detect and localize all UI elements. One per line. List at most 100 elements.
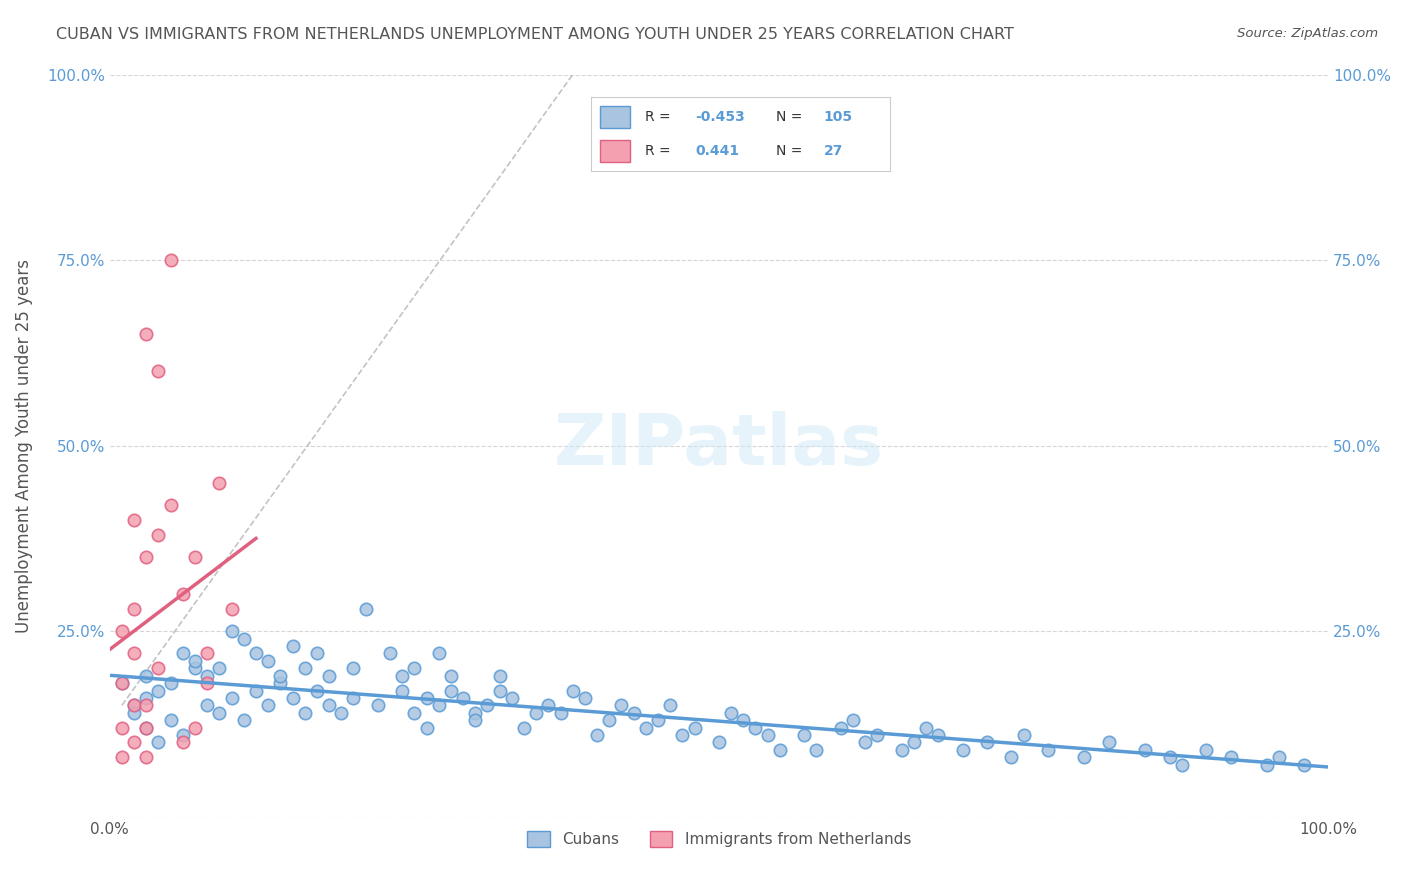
Point bbox=[391, 668, 413, 682]
Point bbox=[915, 721, 938, 735]
Point bbox=[756, 728, 779, 742]
Point bbox=[586, 728, 609, 742]
Point bbox=[903, 735, 925, 749]
Point bbox=[342, 661, 364, 675]
Point bbox=[305, 683, 328, 698]
Point bbox=[793, 728, 815, 742]
Point bbox=[232, 632, 254, 646]
Point bbox=[513, 721, 536, 735]
Point bbox=[159, 713, 181, 727]
Point bbox=[135, 698, 157, 713]
Point bbox=[720, 706, 742, 720]
Point bbox=[330, 706, 353, 720]
Point bbox=[122, 735, 145, 749]
Point bbox=[623, 706, 645, 720]
Point bbox=[415, 721, 437, 735]
Point bbox=[574, 690, 596, 705]
Point bbox=[318, 668, 340, 682]
Point bbox=[122, 602, 145, 616]
Point bbox=[257, 654, 280, 668]
Point bbox=[1268, 750, 1291, 764]
Point bbox=[159, 498, 181, 512]
Point bbox=[184, 654, 207, 668]
Point bbox=[1292, 757, 1315, 772]
Point bbox=[172, 735, 194, 749]
Point bbox=[135, 721, 157, 735]
Point bbox=[842, 713, 865, 727]
Point bbox=[148, 735, 170, 749]
Point bbox=[464, 706, 486, 720]
Point bbox=[440, 668, 463, 682]
Point bbox=[221, 690, 243, 705]
Point bbox=[550, 706, 572, 720]
Point bbox=[598, 713, 620, 727]
Point bbox=[148, 683, 170, 698]
Point bbox=[477, 698, 499, 713]
Point bbox=[367, 698, 389, 713]
Point bbox=[159, 676, 181, 690]
Point bbox=[122, 698, 145, 713]
Point bbox=[806, 743, 828, 757]
Point bbox=[208, 661, 231, 675]
Point bbox=[488, 683, 510, 698]
Text: Source: ZipAtlas.com: Source: ZipAtlas.com bbox=[1237, 27, 1378, 40]
Point bbox=[172, 587, 194, 601]
Point bbox=[135, 549, 157, 564]
Point bbox=[135, 750, 157, 764]
Point bbox=[1195, 743, 1218, 757]
Point bbox=[135, 721, 157, 735]
Point bbox=[245, 683, 267, 698]
Point bbox=[501, 690, 523, 705]
Point bbox=[659, 698, 682, 713]
Point bbox=[122, 513, 145, 527]
Point bbox=[208, 706, 231, 720]
Point bbox=[195, 668, 218, 682]
Point bbox=[221, 602, 243, 616]
Point bbox=[952, 743, 974, 757]
Point bbox=[927, 728, 949, 742]
Point bbox=[111, 676, 134, 690]
Point bbox=[184, 549, 207, 564]
Point bbox=[671, 728, 693, 742]
Point bbox=[148, 661, 170, 675]
Point bbox=[1012, 728, 1035, 742]
Point bbox=[488, 668, 510, 682]
Point bbox=[208, 475, 231, 490]
Text: ZIPatlas: ZIPatlas bbox=[554, 411, 884, 480]
Point bbox=[866, 728, 889, 742]
Point bbox=[305, 647, 328, 661]
Point bbox=[733, 713, 755, 727]
Point bbox=[391, 683, 413, 698]
Y-axis label: Unemployment Among Youth under 25 years: Unemployment Among Youth under 25 years bbox=[15, 259, 32, 632]
Point bbox=[354, 602, 377, 616]
Point bbox=[269, 676, 291, 690]
Point bbox=[159, 253, 181, 268]
Point bbox=[464, 713, 486, 727]
Point bbox=[1098, 735, 1121, 749]
Point bbox=[404, 661, 426, 675]
Legend: Cubans, Immigrants from Netherlands: Cubans, Immigrants from Netherlands bbox=[520, 825, 917, 854]
Point bbox=[853, 735, 876, 749]
Point bbox=[1036, 743, 1059, 757]
Point bbox=[378, 647, 401, 661]
Point bbox=[221, 624, 243, 639]
Point bbox=[122, 647, 145, 661]
Point bbox=[257, 698, 280, 713]
Point bbox=[111, 750, 134, 764]
Point bbox=[148, 364, 170, 378]
Point bbox=[195, 647, 218, 661]
Point bbox=[172, 647, 194, 661]
Text: CUBAN VS IMMIGRANTS FROM NETHERLANDS UNEMPLOYMENT AMONG YOUTH UNDER 25 YEARS COR: CUBAN VS IMMIGRANTS FROM NETHERLANDS UNE… bbox=[56, 27, 1014, 42]
Point bbox=[830, 721, 852, 735]
Point bbox=[111, 676, 134, 690]
Point bbox=[1135, 743, 1157, 757]
Point bbox=[232, 713, 254, 727]
Point bbox=[537, 698, 560, 713]
Point bbox=[610, 698, 633, 713]
Point bbox=[184, 661, 207, 675]
Point bbox=[195, 676, 218, 690]
Point bbox=[1000, 750, 1022, 764]
Point bbox=[294, 706, 316, 720]
Point bbox=[440, 683, 463, 698]
Point bbox=[1219, 750, 1241, 764]
